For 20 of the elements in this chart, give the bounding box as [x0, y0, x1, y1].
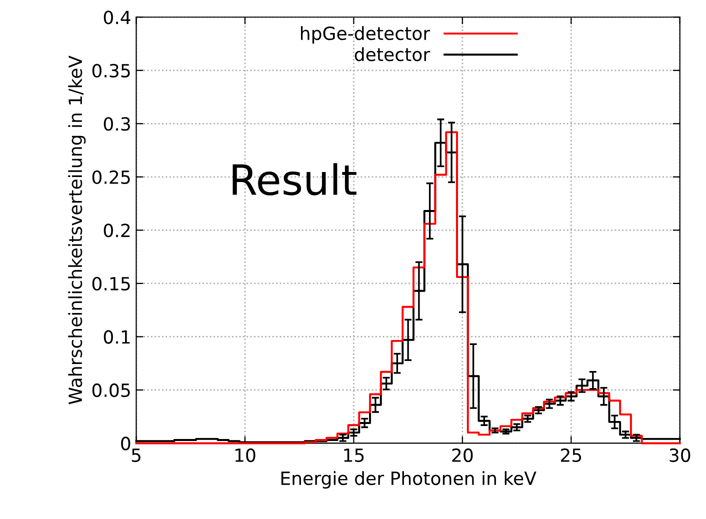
- y-tick-label: 0.25: [92, 170, 130, 184]
- y-tick-label: 0.3: [104, 117, 130, 131]
- y-tick-label: 0.2: [104, 224, 130, 238]
- y-tick-label: 0: [121, 436, 130, 450]
- x-tick-label: 25: [560, 448, 582, 462]
- x-axis-title: Energie der Photonen in keV: [281, 471, 536, 489]
- y-tick-label: 0.15: [92, 276, 130, 291]
- y-tick-label: 0.4: [104, 10, 130, 24]
- annotation: Result: [232, 163, 356, 196]
- x-tick-label: 30: [670, 448, 690, 462]
- y-axis-title: Wahrscheinlichkeitsverteilung in 1/keV: [68, 56, 86, 404]
- x-tick-label: 10: [235, 448, 256, 462]
- legend-label: hpGe-detector: [300, 26, 430, 44]
- x-tick-label: 20: [452, 448, 473, 462]
- legend-label: detector: [354, 47, 430, 62]
- y-tick-label: 0.35: [92, 64, 130, 78]
- x-tick-label: 15: [344, 448, 364, 462]
- y-tick-label: 0.1: [104, 330, 130, 344]
- y-tick-label: 0.05: [92, 383, 130, 398]
- x-tick-label: 5: [132, 448, 140, 462]
